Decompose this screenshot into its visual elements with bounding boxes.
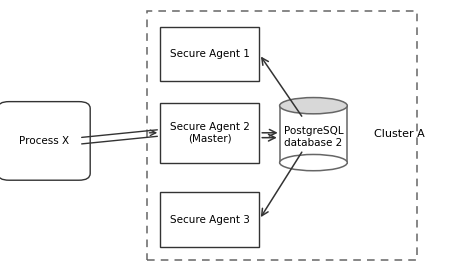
Bar	[160, 103, 259, 163]
Bar	[160, 27, 259, 81]
Text: Secure Agent 2
(Master): Secure Agent 2 (Master)	[170, 122, 250, 144]
Text: Secure Agent 1: Secure Agent 1	[170, 49, 250, 59]
Text: PostgreSQL
database 2: PostgreSQL database 2	[284, 126, 343, 148]
Ellipse shape	[280, 154, 347, 171]
Bar	[280, 106, 347, 163]
FancyBboxPatch shape	[0, 102, 90, 180]
Text: Process X: Process X	[19, 136, 69, 146]
Ellipse shape	[280, 98, 347, 114]
Text: Secure Agent 3: Secure Agent 3	[170, 215, 250, 224]
Text: Cluster A: Cluster A	[374, 129, 424, 139]
Bar	[160, 192, 259, 247]
